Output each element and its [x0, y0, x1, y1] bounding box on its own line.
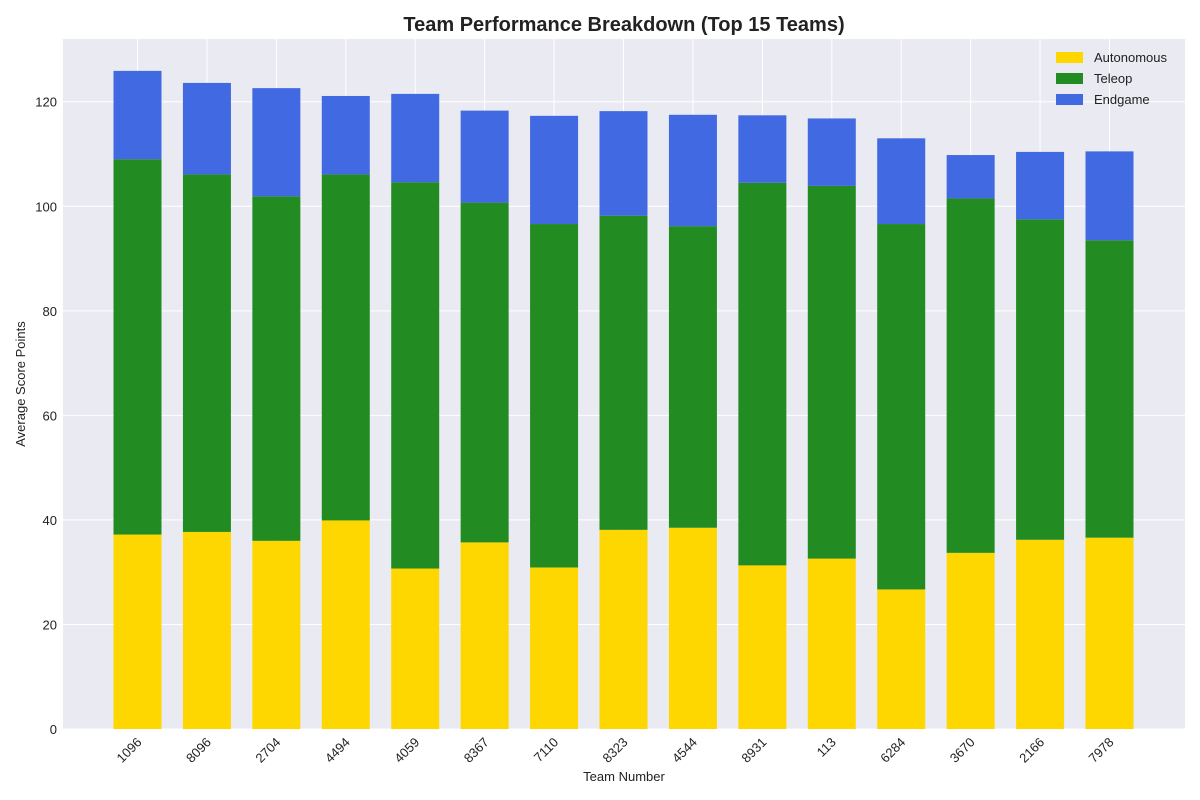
y-tick-label: 20	[43, 617, 57, 632]
x-tick-label: 2166	[1016, 735, 1047, 766]
bar-autonomous-3670	[946, 552, 995, 729]
legend-label-teleop: Teleop	[1094, 71, 1132, 86]
x-tick-label: 4059	[391, 735, 422, 766]
x-tick-label: 8367	[461, 735, 492, 766]
bar-autonomous-8096	[182, 531, 231, 729]
bar-teleop-4059	[391, 182, 440, 569]
x-axis-label: Team Number	[583, 769, 665, 784]
bar-teleop-6284	[877, 224, 926, 590]
bar-teleop-7110	[530, 224, 579, 568]
bar-endgame-8096	[182, 82, 231, 175]
bar-endgame-3670	[946, 155, 995, 199]
bar-endgame-8931	[738, 115, 787, 183]
bar-autonomous-8323	[599, 529, 648, 729]
x-tick-label: 4494	[322, 735, 353, 766]
x-tick-label: 2704	[252, 735, 283, 766]
y-tick-labels: 0 20 40 60 80 100 120	[35, 95, 57, 737]
x-tick-label: 4544	[669, 735, 700, 766]
bar-endgame-4494	[321, 95, 370, 175]
bar-teleop-8367	[460, 202, 509, 543]
bar-autonomous-4544	[668, 527, 717, 729]
legend-swatch-autonomous	[1056, 52, 1083, 63]
chart-title: Team Performance Breakdown (Top 15 Teams…	[403, 14, 844, 36]
bar-teleop-2166	[1016, 219, 1065, 540]
bars	[113, 70, 1134, 729]
bar-autonomous-4059	[391, 568, 440, 729]
legend-swatch-teleop	[1056, 73, 1083, 84]
bar-teleop-3670	[946, 198, 995, 553]
bar-autonomous-8931	[738, 565, 787, 729]
bar-autonomous-2166	[1016, 539, 1065, 729]
bar-endgame-1096	[113, 70, 162, 160]
y-axis-label: Average Score Points	[13, 321, 28, 447]
bar-autonomous-6284	[877, 589, 926, 729]
bar-autonomous-7110	[530, 567, 579, 729]
bar-teleop-8096	[182, 174, 231, 532]
x-tick-label: 7110	[531, 735, 561, 765]
bar-teleop-1096	[113, 159, 162, 535]
bar-endgame-4544	[668, 114, 717, 227]
x-tick-label: 3670	[947, 735, 978, 766]
bar-endgame-113	[807, 118, 856, 186]
legend-swatch-endgame	[1056, 94, 1083, 105]
bar-autonomous-8367	[460, 542, 509, 729]
y-tick-label: 0	[50, 722, 57, 737]
bar-endgame-4059	[391, 93, 440, 183]
bar-endgame-8323	[599, 111, 648, 216]
bar-teleop-2704	[252, 196, 301, 541]
x-tick-label: 113	[814, 735, 839, 760]
legend-label-autonomous: Autonomous	[1094, 50, 1167, 65]
y-tick-label: 120	[35, 95, 57, 110]
y-tick-label: 100	[35, 199, 57, 214]
bar-endgame-2704	[252, 88, 301, 197]
bar-teleop-4494	[321, 174, 370, 521]
x-tick-label: 8931	[738, 735, 769, 766]
bar-teleop-4544	[668, 226, 717, 528]
bar-autonomous-1096	[113, 534, 162, 729]
x-tick-label: 1096	[114, 735, 145, 766]
y-tick-label: 60	[43, 408, 57, 423]
bar-teleop-8931	[738, 182, 787, 566]
legend: Autonomous Teleop Endgame	[1056, 50, 1167, 107]
x-tick-label: 7978	[1086, 735, 1117, 766]
x-tick-label: 8096	[183, 735, 214, 766]
bar-endgame-6284	[877, 138, 926, 225]
y-tick-label: 40	[43, 513, 57, 528]
bar-endgame-7978	[1085, 151, 1134, 241]
x-tick-label: 8323	[600, 735, 631, 766]
bar-endgame-8367	[460, 110, 509, 203]
bar-teleop-113	[807, 185, 856, 559]
bar-endgame-7110	[530, 115, 579, 225]
y-tick-label: 80	[43, 304, 57, 319]
bar-teleop-8323	[599, 215, 648, 530]
bar-autonomous-2704	[252, 540, 301, 729]
bar-endgame-2166	[1016, 151, 1065, 220]
x-tick-labels: 1096 8096 2704 4494 4059 8367 7110 8323 4544 8931…	[114, 735, 1117, 766]
bar-autonomous-113	[807, 558, 856, 729]
bar-autonomous-7978	[1085, 537, 1134, 729]
x-tick-label: 6284	[877, 735, 908, 766]
legend-label-endgame: Endgame	[1094, 92, 1150, 107]
bar-autonomous-4494	[321, 520, 370, 729]
bar-teleop-7978	[1085, 240, 1134, 538]
